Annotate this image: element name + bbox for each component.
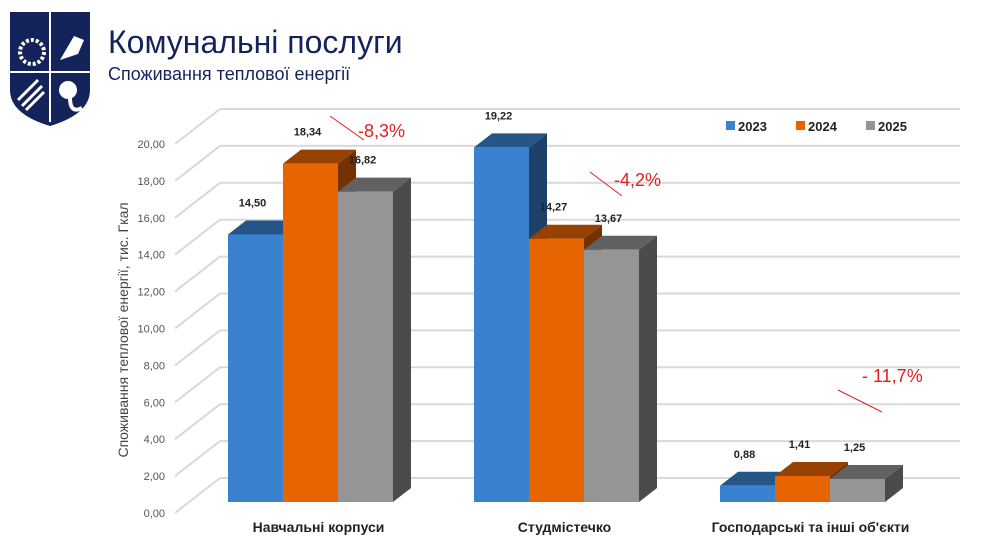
y-tick-label: 10,00 <box>137 324 165 336</box>
gridline-diagonal <box>174 182 221 219</box>
gridline-diagonal <box>174 108 221 145</box>
legend-swatch-2025 <box>866 121 875 130</box>
y-tick-label: 2,00 <box>144 471 165 483</box>
data-label: 1,25 <box>844 442 865 454</box>
gridline-diagonal <box>174 366 221 404</box>
data-label: 16,82 <box>349 155 377 167</box>
legend-swatch-2024 <box>796 121 805 130</box>
gridline-diagonal <box>174 292 221 330</box>
annotation-label: -8,3% <box>358 121 405 141</box>
gridline-diagonal <box>174 440 221 477</box>
bar-2025-1 <box>584 235 657 502</box>
category-label: Господарські та інші об'єкти <box>712 519 910 535</box>
legend-swatch-2023 <box>726 121 735 130</box>
y-tick-label: 12,00 <box>137 287 165 299</box>
y-axis-label: Споживання теплової енергії, тис. Гкал <box>115 202 131 457</box>
gridline-diagonal <box>174 218 221 256</box>
y-tick-label: 6,00 <box>144 397 165 409</box>
university-logo <box>10 12 90 126</box>
legend-label: 2024 <box>808 119 838 134</box>
y-tick-label: 20,00 <box>137 139 165 151</box>
y-tick-label: 16,00 <box>137 213 165 225</box>
gridline-diagonal <box>174 255 221 293</box>
annotation-3: - 11,7% <box>837 366 923 413</box>
data-label: 1,41 <box>789 439 810 451</box>
annotation-2: -4,2% <box>589 170 661 197</box>
y-tick-label: 8,00 <box>144 360 165 372</box>
data-label: 19,22 <box>485 110 513 122</box>
category-label: Студмістечко <box>518 519 611 535</box>
legend-label: 2023 <box>738 119 767 134</box>
bar-2025-0 <box>338 177 411 502</box>
page-subtitle: Споживання теплової енергії <box>108 64 351 84</box>
gridline-diagonal <box>174 477 221 514</box>
category-label: Навчальні корпуси <box>253 519 385 535</box>
data-label: 18,34 <box>294 127 322 139</box>
y-tick-label: 0,00 <box>144 508 165 520</box>
gridline-diagonal <box>174 329 221 367</box>
y-tick-label: 14,00 <box>137 250 165 262</box>
data-label: 14,27 <box>540 202 568 214</box>
legend-label: 2025 <box>878 119 907 134</box>
gridline-diagonal <box>174 403 221 440</box>
y-tick-label: 18,00 <box>137 176 165 188</box>
data-label: 14,50 <box>239 197 267 209</box>
page-title: Комунальні послуги <box>108 24 403 60</box>
gridline-diagonal <box>174 145 221 182</box>
annotation-label: -4,2% <box>614 170 661 190</box>
bar-2023-1 <box>474 133 547 503</box>
annotation-label: - 11,7% <box>862 366 923 386</box>
y-tick-label: 4,00 <box>144 434 165 446</box>
data-label: 13,67 <box>595 213 623 225</box>
bar-2025-2 <box>830 464 903 502</box>
data-label: 0,88 <box>734 449 755 461</box>
annotation-1: -8,3% <box>329 115 405 141</box>
